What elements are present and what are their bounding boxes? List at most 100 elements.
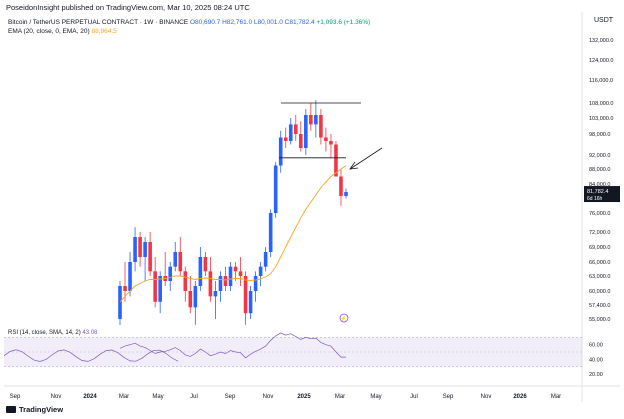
publisher-line: PoseidonInsight published on TradingView…: [6, 3, 250, 12]
price-tick-label: 57,400.0: [589, 303, 610, 309]
rsi-tick-label: 60.00: [589, 343, 603, 349]
low-value: L80,001.0: [253, 19, 283, 26]
time-tick-label: Mar: [119, 394, 129, 400]
rsi-history-line: [4, 349, 179, 362]
rsi-value: 43.08: [82, 330, 98, 336]
rsi-line: [119, 332, 346, 359]
price-tick-label: 66,000.0: [589, 260, 610, 266]
tradingview-logo-icon: [6, 406, 16, 413]
price-tick-label: 108,000.0: [589, 101, 613, 107]
time-tick-label: Nov: [51, 394, 62, 400]
candle-body: [258, 266, 263, 276]
ema-line: [119, 165, 347, 303]
candle-body: [248, 291, 253, 314]
price-tick-label: 84,000.0: [589, 182, 610, 188]
candle-body: [233, 266, 238, 272]
candle-body: [188, 291, 193, 308]
rsi-legend: RSI (14, close, SMA, 14, 2) 43.08: [8, 330, 97, 336]
price-tick-label: 72,000.0: [589, 230, 610, 236]
time-tick-label: Nov: [263, 394, 274, 400]
candle-body: [273, 165, 278, 213]
price-tick-label: 116,000.0: [589, 78, 613, 84]
price-tick-label: 124,000.0: [589, 58, 613, 64]
arrow-head-icon: [349, 161, 359, 170]
tradingview-brand[interactable]: TradingView: [6, 405, 63, 414]
arrow-line: [349, 147, 383, 170]
candle-body: [253, 276, 258, 291]
last-price-tag: [584, 186, 620, 203]
candle-body: [158, 276, 162, 302]
candle-body: [118, 286, 122, 319]
rsi-label: RSI (14, close, SMA, 14, 2): [8, 330, 81, 336]
time-tick-label: Mar: [551, 394, 561, 400]
price-tick-label: 98,000.0: [589, 132, 610, 138]
candle-body: [324, 137, 328, 141]
price-tick-label: 63,000.0: [589, 274, 610, 280]
candle-body: [319, 115, 323, 138]
ema-value: 88,964.5: [91, 28, 117, 35]
candle-body: [183, 271, 188, 291]
time-tick-label: May: [370, 394, 381, 400]
price-tick-label: 76,000.0: [589, 211, 610, 217]
candle-body: [123, 286, 127, 291]
candle-body: [133, 237, 137, 262]
candle-body: [334, 144, 338, 177]
change-value: +1,093.6 (+1.36%): [316, 19, 371, 26]
event-marker-glyph: ⚡: [341, 315, 347, 322]
time-tick-label: Nov: [481, 394, 492, 400]
time-tick-label: Sep: [225, 394, 236, 400]
rsi-tick-label: 40.00: [589, 357, 603, 363]
time-tick-label: Sep: [443, 394, 454, 400]
price-tick-label: 132,000.0: [589, 38, 613, 44]
last-price-countdown: 6d 16h: [587, 196, 603, 202]
candle-body: [304, 115, 308, 148]
time-tick-label: May: [152, 394, 163, 400]
open-value: O80,690.7: [189, 19, 221, 26]
price-chart[interactable]: USDT 132,000.0 124,000.0 116,000.0 108,000.0…: [4, 12, 620, 402]
time-tick-label: Sep: [10, 394, 21, 400]
candle-body: [238, 271, 243, 276]
candle-body: [344, 192, 348, 196]
time-tick-label: 2025: [297, 394, 311, 400]
candle-body: [138, 237, 142, 257]
currency-label: USDT: [594, 17, 614, 24]
price-tick-label: 55,000.0: [589, 317, 610, 323]
candle-body: [148, 242, 152, 272]
candle-body: [208, 271, 213, 297]
candle-body: [173, 252, 178, 267]
time-tick-label: Mar: [335, 394, 345, 400]
candle-body: [153, 271, 157, 302]
candle-body: [178, 252, 183, 272]
last-price-value: 81,782.4: [587, 189, 608, 195]
time-tick-label: 2024: [83, 394, 97, 400]
rsi-tick-label: 20.00: [589, 372, 603, 378]
candle-body: [299, 134, 303, 148]
symbol-legend: Bitcoin / TetherUS PERPETUAL CONTRACT · …: [8, 18, 370, 36]
price-tick-label: 88,000.0: [589, 167, 610, 173]
candle-body: [243, 276, 248, 314]
candle-body: [268, 213, 273, 252]
candle-body: [339, 176, 343, 196]
high-value: H82,761.0: [222, 19, 253, 26]
brand-label: TradingView: [19, 405, 64, 414]
price-tick-label: 69,000.0: [589, 245, 610, 251]
candle-body: [263, 252, 268, 267]
candle-body: [143, 242, 147, 257]
time-tick-label: Jul: [410, 394, 418, 400]
price-tick-label: 60,000.0: [589, 289, 610, 295]
ema-label: EMA (20, close, 0, EMA, 20): [8, 28, 90, 35]
candle-body: [314, 115, 318, 125]
time-tick-label: Jul: [190, 394, 198, 400]
candle-body: [223, 276, 228, 286]
candle-body: [128, 262, 132, 291]
candle-body: [218, 276, 223, 291]
candle-body: [213, 291, 218, 297]
candle-body: [329, 141, 333, 145]
candle-body: [283, 137, 288, 141]
candle-body: [228, 266, 233, 286]
candle-body: [309, 115, 313, 125]
candle-body: [198, 257, 203, 286]
chart-frame[interactable]: USDT 132,000.0 124,000.0 116,000.0 108,000.0…: [4, 12, 620, 402]
event-marker-icon: [339, 313, 349, 323]
price-tick-label: 92,000.0: [589, 153, 610, 159]
